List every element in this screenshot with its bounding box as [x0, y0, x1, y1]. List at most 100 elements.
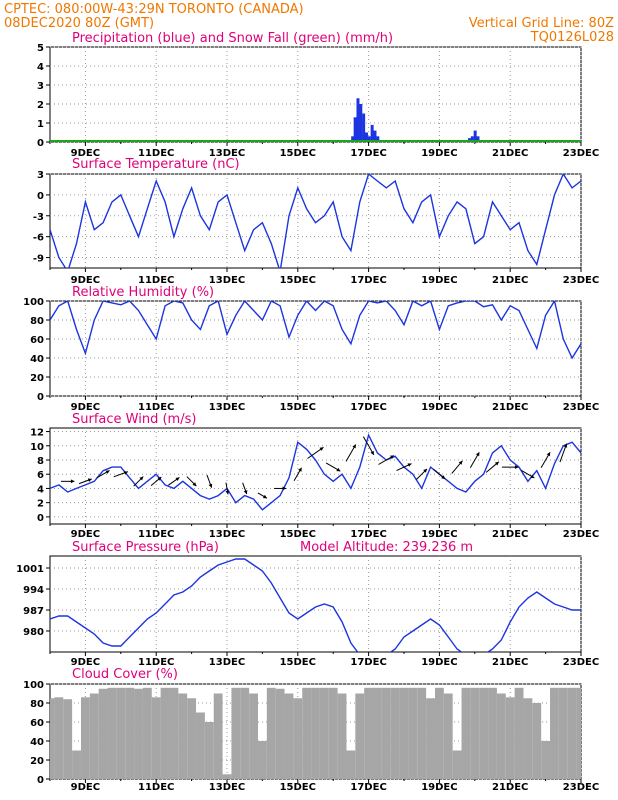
x-tick-label: 15DEC [280, 148, 316, 159]
wind-arrow-head [175, 477, 180, 481]
snow-bar [561, 141, 565, 142]
cloud-bar [160, 687, 170, 779]
panel-frame [49, 46, 582, 143]
y-tick-label: 80 [30, 699, 44, 710]
y-tick-label: 12 [30, 428, 44, 439]
cloud-bar [337, 693, 347, 779]
plot-area [50, 174, 581, 268]
header-model-code: TQ0126L028 [530, 30, 614, 45]
cloud-bar [364, 687, 374, 779]
cloud-bar [532, 703, 542, 779]
cloud-bar [434, 687, 444, 779]
panel-frame [49, 173, 582, 269]
cloud-bar [417, 687, 427, 779]
plot-area [50, 558, 581, 652]
snow-bar [278, 141, 282, 142]
cloud-bar [373, 687, 382, 779]
snow-bar [101, 141, 105, 142]
y-tick-label: -9 [33, 254, 44, 265]
x-tick-label: 19DEC [421, 529, 457, 540]
cloud-bar [558, 687, 568, 779]
x-tick-label: 21DEC [492, 148, 528, 159]
cloud-bar [178, 693, 188, 779]
x-tick-label: 21DEC [492, 782, 528, 793]
wind-arrow-head [262, 494, 267, 499]
precip-bar [364, 132, 368, 142]
x-tick-label: 13DEC [209, 275, 245, 286]
snow-bar [243, 141, 247, 142]
x-tick-label: 13DEC [209, 529, 245, 540]
wind-arrow-head [352, 444, 356, 449]
series-line [50, 558, 581, 652]
y-tick-label: 3 [37, 170, 44, 181]
wind-arrow-head [282, 486, 287, 491]
precip-bar [351, 136, 355, 142]
snow-bar [455, 140, 459, 142]
y-tick-label: 40 [30, 354, 44, 365]
y-tick-label: 2 [37, 100, 44, 111]
cloud-bar [50, 698, 55, 779]
x-tick-label: 17DEC [350, 148, 386, 159]
x-tick-label: 17DEC [350, 275, 386, 286]
cloud-bar [63, 699, 73, 779]
wind-arrow-head [458, 460, 463, 465]
x-tick-label: 15DEC [280, 402, 316, 413]
x-tick-label: 15DEC [280, 657, 316, 668]
wind-arrow-head [390, 455, 395, 459]
x-tick-label: 17DEC [350, 657, 386, 668]
y-tick-label: 1 [37, 119, 44, 130]
panel-title: Surface Temperature (nC) [72, 157, 240, 172]
cloud-bar [134, 688, 143, 779]
wind-arrow-head [139, 476, 144, 481]
cloud-bar [80, 697, 90, 779]
wind-arrow-head [105, 470, 110, 474]
wind-arrow-head [87, 478, 92, 482]
cloud-bar [257, 741, 267, 779]
y-tick-label: 0 [37, 191, 44, 202]
x-tick-label: 13DEC [209, 402, 245, 413]
x-tick-label: 23DEC [563, 657, 599, 668]
y-tick-label: 80 [30, 316, 44, 327]
x-tick-label: 9DEC [71, 148, 100, 159]
precip-bar [362, 113, 366, 142]
precip-bar [376, 136, 380, 142]
y-tick-label: 8 [37, 456, 44, 467]
series-line [50, 174, 581, 268]
cloud-bar [443, 693, 453, 779]
wind-arrow-head [225, 490, 230, 495]
snow-bar [137, 140, 140, 142]
cloud-bar [381, 687, 391, 779]
x-tick-label: 17DEC [350, 782, 386, 793]
x-tick-label: 15DEC [280, 782, 316, 793]
x-tick-label: 19DEC [421, 657, 457, 668]
y-tick-label: 100 [23, 297, 44, 308]
y-tick-label: 1001 [16, 564, 44, 575]
snow-bar [420, 141, 424, 142]
wind-arrow-head [423, 468, 427, 473]
x-tick-label: 17DEC [350, 402, 386, 413]
wind-arrow-head [514, 465, 519, 469]
cloud-bar [550, 687, 559, 779]
x-tick-label: 9DEC [71, 402, 100, 413]
cloud-bar [399, 687, 409, 779]
precip-bar [353, 117, 357, 142]
y-tick-label: 0 [37, 392, 44, 403]
cloud-bar [496, 693, 506, 779]
cloud-bar [355, 693, 365, 779]
cloud-bar [293, 698, 303, 779]
x-tick-label: 13DEC [209, 782, 245, 793]
x-tick-label: 23DEC [563, 402, 599, 413]
x-tick-label: 11DEC [138, 782, 174, 793]
cloud-bar [488, 687, 497, 779]
precip-bar [476, 136, 480, 142]
cloud-bar [311, 687, 320, 779]
snow-bar [314, 140, 317, 142]
panels: Precipitation (blue) and Snow Fall (gree… [16, 31, 599, 793]
cloud-bar [231, 687, 241, 779]
wind-arrow-head [407, 463, 412, 467]
wind-arrow-head [475, 452, 480, 457]
cloud-bar [187, 698, 197, 779]
y-tick-label: 10 [30, 442, 44, 453]
wind-arrow-head [243, 490, 248, 495]
x-tick-label: 21DEC [492, 657, 528, 668]
